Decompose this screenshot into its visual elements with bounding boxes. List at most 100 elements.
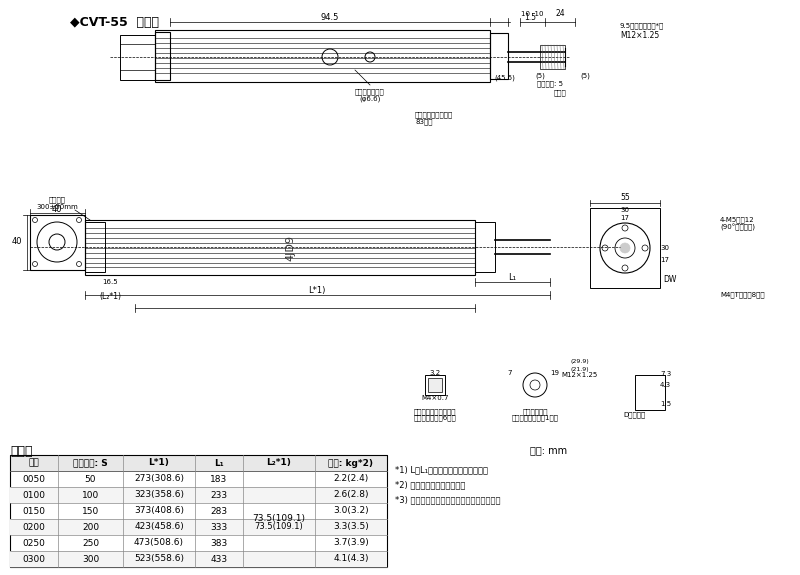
- Text: *3) 对边宽度部的方向相对于底座面不确定。: *3) 对边宽度部的方向相对于底座面不确定。: [395, 496, 501, 504]
- Text: （附带螺母数量：1个）: （附带螺母数量：1个）: [511, 415, 558, 421]
- Text: 4JD9: 4JD9: [285, 235, 295, 261]
- Bar: [635, 375, 665, 410]
- Text: 3.7(3.9): 3.7(3.9): [333, 539, 369, 547]
- Text: (5): (5): [580, 73, 590, 79]
- Bar: [540, 45, 565, 69]
- Bar: [10, 487, 387, 503]
- Text: 0200: 0200: [22, 523, 46, 531]
- Text: 方形螺位（附件）寸法: 方形螺位（附件）寸法: [414, 409, 456, 415]
- Text: 1.5: 1.5: [660, 401, 671, 407]
- Text: L*1): L*1): [149, 458, 170, 467]
- Text: 9.5（对边宽度部*）: 9.5（对边宽度部*）: [620, 22, 664, 29]
- Text: 17: 17: [660, 257, 669, 263]
- Text: 反位置: 反位置: [554, 90, 566, 96]
- Text: 3.0(3.2): 3.0(3.2): [333, 507, 369, 516]
- Text: 40: 40: [11, 237, 22, 247]
- Text: 433: 433: [210, 554, 227, 564]
- Text: 7.3: 7.3: [660, 371, 671, 377]
- Text: 4-M5深度12: 4-M5深度12: [720, 217, 754, 223]
- Text: 250: 250: [82, 539, 99, 547]
- Text: 3.2: 3.2: [430, 370, 441, 376]
- Text: 1.5: 1.5: [524, 13, 536, 22]
- Text: 0100: 0100: [22, 490, 46, 500]
- Text: 233: 233: [210, 490, 227, 500]
- Text: 100: 100: [82, 490, 99, 500]
- Bar: [85, 220, 475, 275]
- Text: 73.5(109.1): 73.5(109.1): [253, 515, 306, 523]
- Text: 有效行程: 5: 有效行程: 5: [537, 81, 563, 87]
- Bar: [475, 222, 495, 272]
- Text: 50: 50: [85, 474, 96, 484]
- Text: 0150: 0150: [22, 507, 46, 516]
- Text: 323(358.6): 323(358.6): [134, 490, 184, 500]
- Text: M12×1.25: M12×1.25: [562, 372, 598, 378]
- Text: 73.5(109.1): 73.5(109.1): [254, 523, 303, 531]
- Text: (21.9): (21.9): [570, 367, 590, 373]
- Text: 373(408.6): 373(408.6): [134, 507, 184, 516]
- Text: 7: 7: [508, 370, 512, 376]
- Text: 0050: 0050: [22, 474, 46, 484]
- Text: 16.5: 16.5: [102, 279, 118, 285]
- Text: 423(458.6): 423(458.6): [134, 523, 184, 531]
- Bar: [10, 519, 387, 535]
- Text: (φ6.6): (φ6.6): [359, 96, 381, 102]
- Text: 30: 30: [621, 207, 630, 213]
- Text: 质量: kg*2): 质量: kg*2): [329, 458, 374, 467]
- Bar: [10, 455, 387, 471]
- Text: (90°等分配置): (90°等分配置): [720, 223, 755, 231]
- Text: 300±50mm: 300±50mm: [36, 204, 78, 210]
- Text: 94.5: 94.5: [321, 13, 339, 22]
- Text: 有效行程: S: 有效行程: S: [73, 458, 108, 467]
- Text: 10  10: 10 10: [521, 11, 543, 17]
- Text: 83以上: 83以上: [415, 118, 433, 125]
- Text: 0250: 0250: [22, 539, 46, 547]
- Circle shape: [620, 243, 630, 253]
- Text: 19: 19: [550, 370, 559, 376]
- Text: L₁: L₁: [508, 274, 516, 282]
- Bar: [590, 208, 660, 288]
- Bar: [10, 551, 387, 567]
- Text: 3.3(3.5): 3.3(3.5): [333, 523, 369, 531]
- Text: 滚珠丝杆可补油位置: 滚珠丝杆可补油位置: [415, 112, 454, 118]
- Text: (L₂*1): (L₂*1): [99, 292, 121, 301]
- Text: 0300: 0300: [22, 554, 46, 564]
- Text: 273(308.6): 273(308.6): [134, 474, 184, 484]
- Text: 滚珠丝杆注油孔: 滚珠丝杆注油孔: [355, 89, 385, 95]
- Bar: [490, 33, 508, 79]
- Bar: [155, 32, 170, 80]
- Text: DW: DW: [663, 275, 677, 285]
- Text: 183: 183: [210, 474, 228, 484]
- Text: D部详细图: D部详细图: [624, 412, 646, 418]
- Bar: [425, 375, 445, 395]
- Text: 行程: 行程: [29, 458, 39, 467]
- Text: 30: 30: [660, 245, 669, 251]
- Text: 200: 200: [82, 523, 99, 531]
- Text: ◆CVT-55  外形图: ◆CVT-55 外形图: [70, 16, 159, 29]
- Bar: [10, 455, 387, 567]
- Text: 40: 40: [52, 205, 62, 213]
- Text: *1) L、L₁的括号内为带制动器尺寸。: *1) L、L₁的括号内为带制动器尺寸。: [395, 466, 488, 474]
- Text: 283: 283: [210, 507, 227, 516]
- Text: （方螺位数量：6个）: （方螺位数量：6个）: [414, 415, 456, 421]
- Text: 单位: mm: 单位: mm: [530, 445, 567, 455]
- Text: 383: 383: [210, 539, 228, 547]
- Text: *2) 括号内为带制动器质量。: *2) 括号内为带制动器质量。: [395, 481, 466, 489]
- Bar: [30, 215, 85, 270]
- Text: (5): (5): [535, 73, 545, 79]
- Text: 523(558.6): 523(558.6): [134, 554, 184, 564]
- Text: M12×1.25: M12×1.25: [620, 30, 659, 40]
- Bar: [155, 30, 490, 82]
- Text: 55: 55: [620, 194, 630, 202]
- Text: 附带螺母尺寸: 附带螺母尺寸: [522, 409, 548, 415]
- Text: L₂*1): L₂*1): [266, 458, 291, 467]
- Bar: [120, 35, 155, 80]
- Text: 17: 17: [621, 215, 630, 221]
- Text: 2.6(2.8): 2.6(2.8): [334, 490, 369, 500]
- Text: 24: 24: [555, 10, 565, 18]
- Text: (45.5): (45.5): [494, 75, 515, 81]
- Text: L*1): L*1): [308, 286, 326, 296]
- Text: 尺寸图: 尺寸图: [10, 445, 33, 458]
- Bar: [85, 222, 105, 272]
- Text: 4.1(4.3): 4.1(4.3): [334, 554, 369, 564]
- Text: 4.3: 4.3: [660, 382, 671, 388]
